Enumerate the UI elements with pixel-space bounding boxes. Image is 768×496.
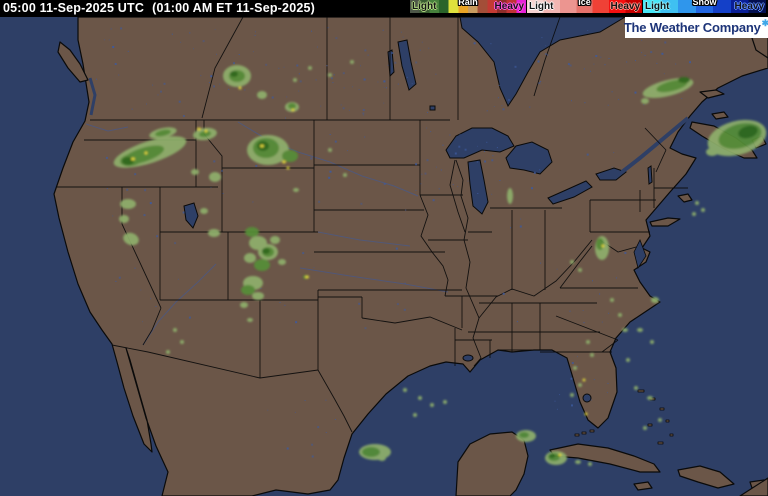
rain-light-label: Light [412, 1, 437, 12]
weather-company-logo: The Weather Company ✱ [623, 17, 768, 38]
rain-legend-title: Rain [458, 0, 478, 7]
rain-heavy-label: Heavy [494, 1, 524, 12]
timestamp: 05:00 11-Sep-2025 UTC (01:00 AM ET 11-Sep… [3, 1, 315, 15]
snow-light-label: Light [645, 1, 670, 12]
snow-legend-bar: Snow Light Heavy [643, 0, 766, 13]
ice-light-label: Light [529, 1, 554, 12]
snow-legend-title: Snow [692, 0, 717, 7]
ice-legend-title: Ice [578, 0, 591, 7]
snow-heavy-label: Heavy [734, 1, 764, 12]
radar-echoes-layer [113, 60, 767, 466]
land-layer [53, 16, 768, 496]
state-borders [57, 16, 688, 433]
ice-heavy-label: Heavy [610, 1, 640, 12]
timestamp-utc: 05:00 11-Sep-2025 UTC [3, 1, 145, 15]
precip-legend: Rain Light Heavy Ice Light Heavy Snow Li… [410, 0, 766, 14]
lakes-layer [88, 16, 690, 403]
logo-star-icon: ✱ [761, 18, 768, 28]
ice-legend-bar: Ice Light Heavy [527, 0, 642, 13]
logo-text: The Weather Company [623, 20, 761, 35]
timestamp-local: (01:00 AM ET 11-Sep-2025) [152, 1, 316, 15]
rain-legend-bar: Rain Light Heavy [410, 0, 526, 13]
